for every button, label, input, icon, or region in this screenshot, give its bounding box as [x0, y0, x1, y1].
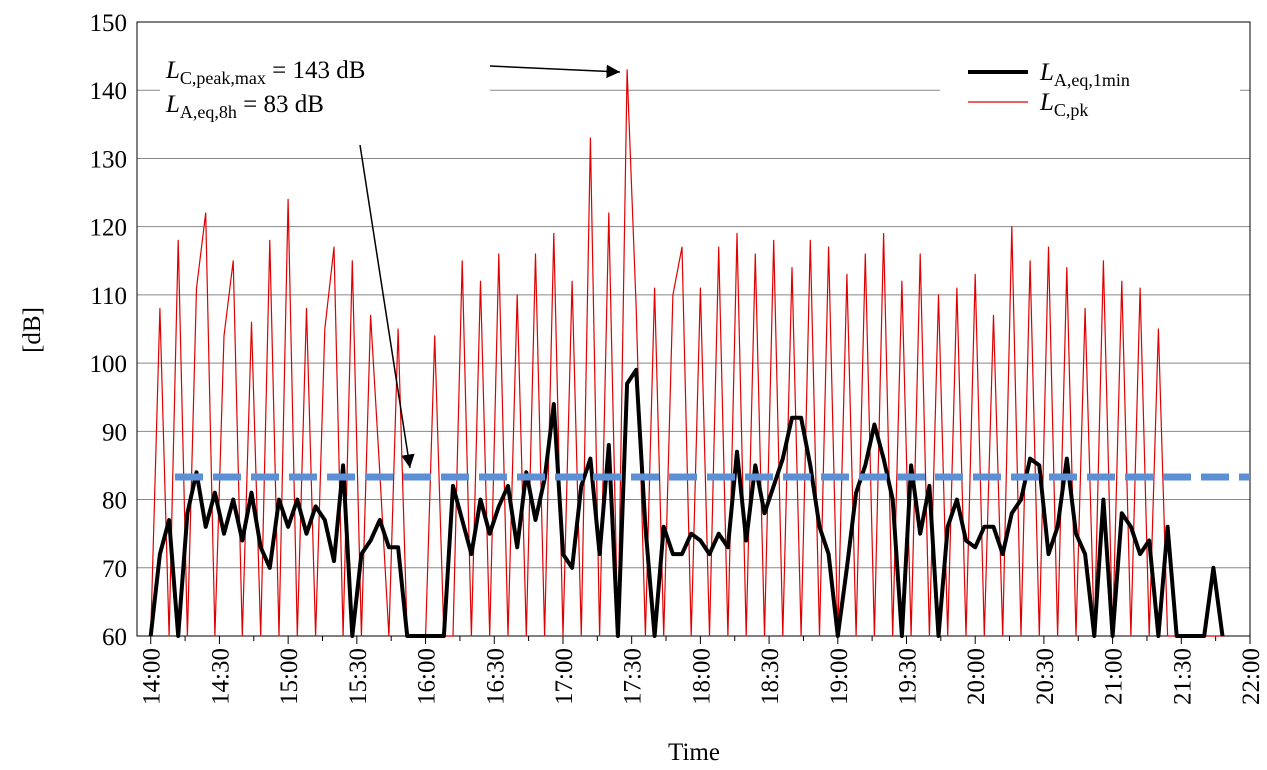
annotation-sub: C,peak,max: [180, 68, 266, 88]
y-tick-label: 100: [90, 351, 128, 378]
y-tick-label: 80: [102, 488, 127, 515]
y-tick-label: 70: [102, 556, 127, 583]
x-tick-label: 20:30: [1032, 648, 1059, 705]
annotation-arrow: [359, 144, 415, 469]
plot-frame: [136, 21, 1251, 637]
x-tick-label: 14:30: [207, 648, 234, 705]
legend-sub: A,eq,1min: [1054, 70, 1130, 90]
x-tick-label: 21:00: [1101, 648, 1128, 705]
legend-symbol: L: [1039, 89, 1054, 116]
x-tick-label: 20:00: [963, 648, 990, 705]
legend-sub: C,pk: [1054, 100, 1089, 120]
annotation-symbol: L: [165, 91, 180, 118]
series-line: [150, 69, 1223, 637]
annotation-arrow: [489, 64, 621, 79]
x-axis-label: Time: [668, 739, 720, 766]
y-tick-label: 110: [90, 283, 127, 310]
x-tick-label: 22:00: [1238, 648, 1265, 705]
x-tick-label: 17:30: [620, 648, 647, 705]
x-tick-label: 16:30: [482, 648, 509, 705]
annotation-text: = 143 dB: [266, 57, 366, 84]
annotation-sub: A,eq,8h: [180, 102, 237, 122]
annotation: LC,peak,max = 143 dB: [165, 57, 365, 88]
x-tick-label: 18:00: [688, 648, 715, 705]
y-tick-label: 120: [90, 215, 128, 242]
annotation-bg: [160, 48, 490, 108]
legend-bg: [940, 48, 1240, 124]
x-tick-label: 16:00: [414, 648, 441, 705]
y-tick-label: 90: [102, 419, 127, 446]
x-tick-label: 19:00: [826, 648, 853, 705]
x-tick-label: 19:30: [894, 648, 921, 705]
x-tick-label: 17:00: [551, 648, 578, 705]
series-line: [148, 367, 1225, 638]
y-tick-label: 140: [90, 78, 128, 105]
annotation-symbol: L: [165, 57, 180, 84]
x-tick-label: 15:00: [276, 648, 303, 705]
x-tick-label: 18:30: [757, 648, 784, 705]
x-tick-label: 14:00: [139, 648, 166, 705]
y-tick-label: 130: [90, 146, 128, 173]
legend-label: LC,pk: [1039, 89, 1088, 120]
y-tick-label: 150: [90, 10, 128, 37]
y-tick-label: 60: [102, 624, 127, 651]
legend-label: LA,eq,1min: [1039, 59, 1130, 90]
y-axis-label: [dB]: [19, 307, 46, 353]
annotation: LA,eq,8h = 83 dB: [165, 91, 324, 122]
x-tick-label: 15:30: [345, 648, 372, 705]
legend-symbol: L: [1039, 59, 1054, 86]
annotation-text: = 83 dB: [237, 91, 324, 118]
x-tick-label: 21:30: [1169, 648, 1196, 705]
